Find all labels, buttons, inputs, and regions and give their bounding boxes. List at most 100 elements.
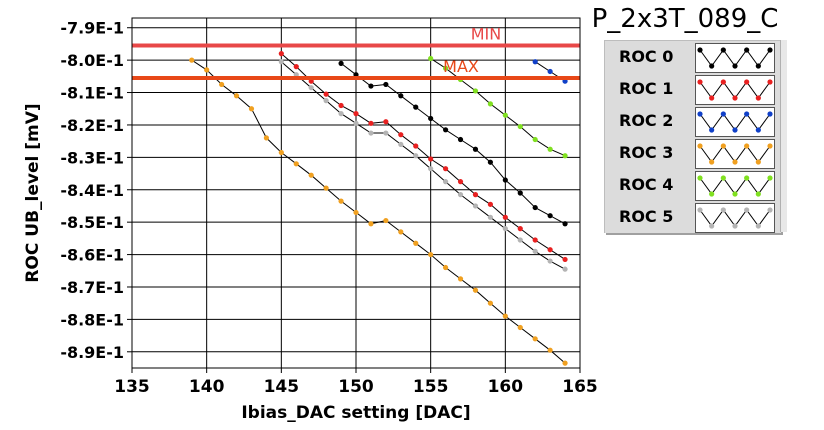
legend-swatch-point [720, 207, 726, 213]
data-point [233, 93, 240, 99]
data-point [562, 256, 568, 263]
x-tick-label: 140 [189, 377, 225, 397]
legend-swatch-point [744, 79, 750, 85]
data-point [368, 83, 374, 89]
data-point [293, 64, 299, 70]
legend-swatch [695, 203, 775, 233]
legend-item-roc1[interactable]: ROC 1 [611, 75, 777, 105]
data-point [487, 201, 493, 207]
x-tick-label: 135 [114, 377, 150, 397]
legend-swatch-point [697, 47, 703, 53]
data-point [398, 141, 404, 147]
chart-title: P_2x3T_089_C [591, 4, 779, 34]
y-tick-label: -8.0E-1 [60, 51, 124, 70]
data-point [457, 276, 464, 282]
data-point [428, 115, 434, 122]
y-tick-label: -8.9E-1 [60, 343, 124, 362]
y-tick-label: -8.2E-1 [60, 116, 124, 135]
data-point [278, 149, 284, 156]
x-axis-label: Ibias_DAC setting [DAC] [241, 403, 470, 423]
legend-item-roc4[interactable]: ROC 4 [611, 171, 777, 201]
y-tick-label: -8.4E-1 [60, 181, 124, 200]
legend-swatch-point [709, 127, 715, 133]
legend-swatch-point [720, 143, 726, 149]
legend-swatch-point [744, 111, 750, 117]
x-tick-label: 155 [413, 377, 449, 397]
x-tick-label: 145 [264, 377, 300, 397]
data-point [428, 156, 434, 162]
legend-swatch [695, 171, 775, 201]
legend-swatch-point [709, 223, 715, 229]
data-point [517, 190, 523, 196]
legend-swatch-point [697, 111, 703, 117]
legend-swatch-point [755, 127, 761, 133]
data-point [383, 130, 389, 136]
data-point [443, 127, 449, 133]
data-point [368, 221, 374, 227]
data-point [457, 136, 464, 143]
legend-swatch-point [767, 143, 773, 149]
data-point [487, 300, 493, 306]
legend-swatch-point [709, 191, 715, 197]
data-point [517, 237, 523, 243]
data-point [547, 213, 553, 219]
legend-swatch-point [755, 63, 761, 69]
legend-swatch-point [732, 191, 738, 197]
data-point [443, 65, 449, 71]
legend-swatch [695, 139, 775, 169]
data-point [323, 98, 329, 104]
data-point [443, 166, 449, 172]
legend-item-roc3[interactable]: ROC 3 [611, 139, 777, 169]
legend-item-roc5[interactable]: ROC 5 [611, 203, 777, 233]
legend-swatch-point [697, 207, 703, 213]
data-point [308, 172, 314, 178]
legend-swatch-point [720, 111, 726, 117]
legend-swatch-point [755, 95, 761, 101]
data-point [413, 240, 419, 246]
legend-swatch-point [732, 127, 738, 133]
data-point [532, 237, 538, 243]
legend-label: ROC 1 [619, 79, 674, 98]
reference-line-label: MIN [471, 25, 502, 44]
data-point [472, 146, 479, 152]
y-tick-label: -8.1E-1 [60, 84, 124, 103]
legend-swatch-point [709, 95, 715, 101]
data-point [308, 85, 314, 91]
data-point [428, 251, 434, 258]
legend-swatch-point [744, 47, 750, 53]
legend-label: ROC 4 [619, 175, 674, 194]
x-tick-label: 165 [562, 377, 598, 397]
legend-item-roc0[interactable]: ROC 0 [611, 43, 777, 73]
legend-scrollbar[interactable] [780, 40, 787, 232]
data-point [532, 136, 538, 143]
data-point [547, 347, 553, 353]
legend: ROC 0 ROC 1 ROC 2 ROC 3 ROC 4 ROC 5 [604, 40, 781, 233]
legend-swatch-point [720, 79, 726, 85]
data-point [398, 93, 404, 99]
data-point [562, 153, 568, 159]
legend-swatch-point [720, 175, 726, 181]
legend-item-roc2[interactable]: ROC 2 [611, 107, 777, 137]
data-point [547, 68, 553, 75]
legend-label: ROC 3 [619, 143, 674, 162]
data-point [413, 143, 419, 149]
legend-swatch-point [697, 143, 703, 149]
data-point [517, 226, 523, 232]
legend-swatch-point [732, 223, 738, 229]
data-point [532, 336, 538, 342]
data-point [487, 214, 493, 220]
data-point [472, 287, 479, 293]
legend-swatch [695, 75, 775, 105]
legend-swatch-point [755, 223, 761, 229]
legend-swatch [695, 43, 775, 73]
data-point [398, 132, 404, 138]
data-point [204, 67, 210, 73]
data-point [323, 91, 329, 97]
data-point [443, 264, 449, 271]
y-tick-label: -7.9E-1 [60, 19, 124, 38]
data-point [368, 120, 374, 126]
data-point [532, 204, 538, 211]
y-tick-label: -8.5E-1 [60, 213, 124, 232]
series-line [280, 53, 566, 260]
